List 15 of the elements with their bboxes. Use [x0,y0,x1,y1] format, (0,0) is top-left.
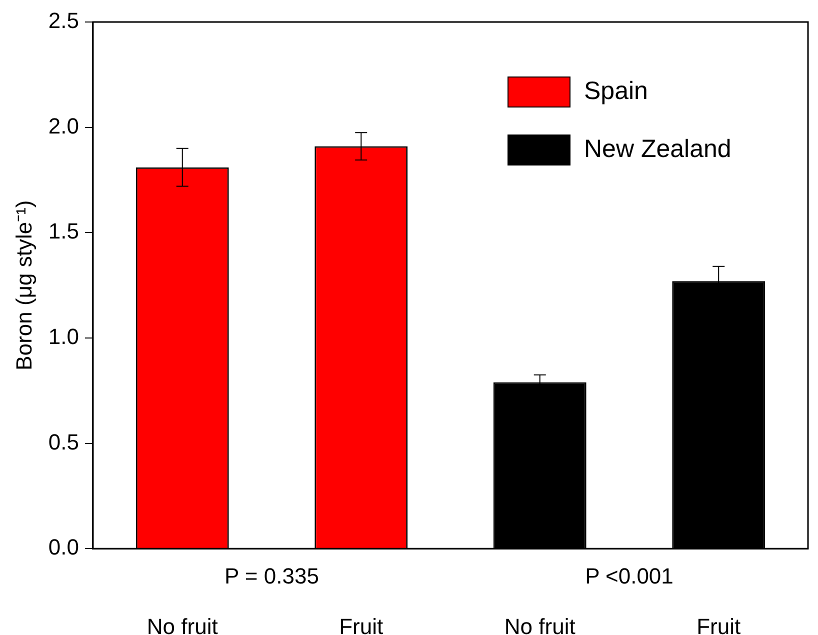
legend-label: Spain [584,76,648,105]
y-tick-label: 1.5 [48,218,79,244]
text: P <0.001 [585,564,674,589]
legend-label: New Zealand [584,134,732,163]
y-tick-label: 2.5 [48,8,79,34]
x-tick-label: Fruit [339,614,384,635]
y-tick-label: 2.0 [48,113,79,138]
y-axis-title: Boron (μg style⁻¹) [11,200,36,370]
y-tick-label: 0.0 [48,534,79,560]
y-tick-label: 1.0 [48,324,79,350]
x-tick-label: No fruit [146,614,218,635]
x-tick-label: Fruit [696,614,741,635]
text: P = 0.335 [224,564,319,589]
y-tick-label: 0.5 [48,429,79,454]
x-tick-label: No fruit [504,614,576,635]
